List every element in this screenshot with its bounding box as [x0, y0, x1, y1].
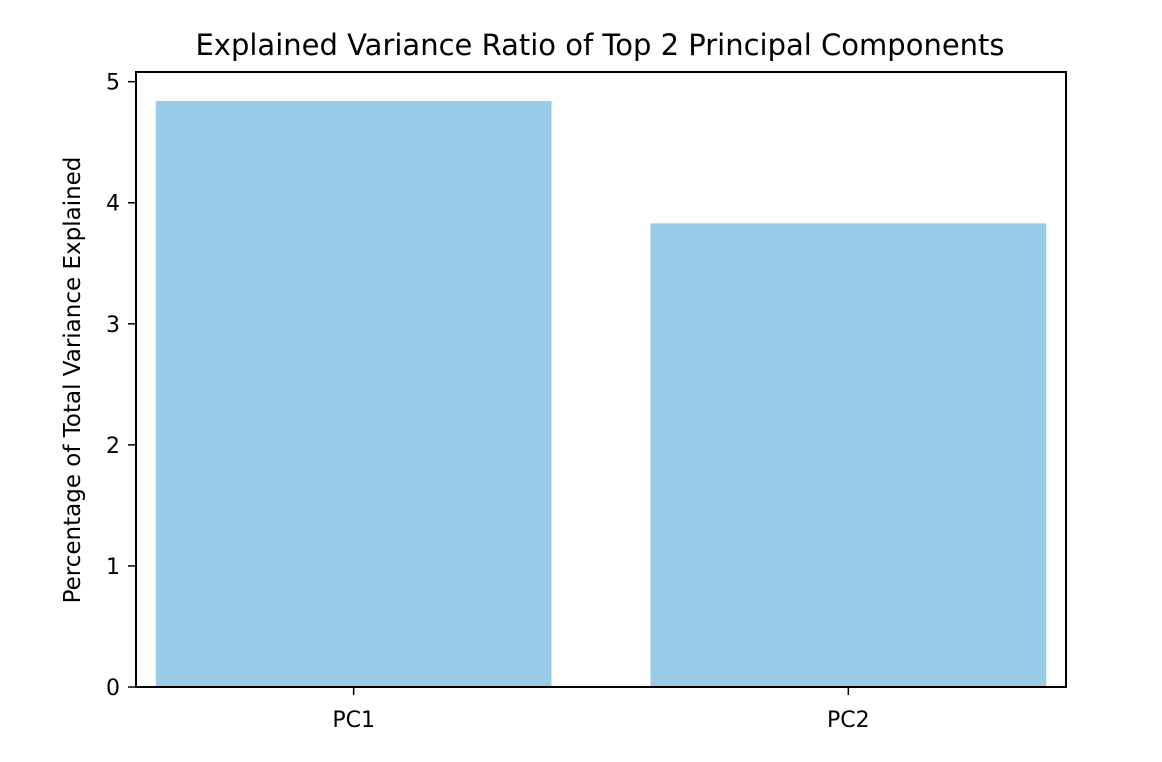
y-tick-label: 0 [106, 676, 120, 701]
y-tick-label: 2 [106, 434, 120, 459]
x-axis-ticks: PC1 PC2 [332, 687, 870, 733]
bar-pc2 [650, 223, 1047, 687]
y-tick-label: 5 [106, 71, 120, 96]
y-tick-label: 1 [106, 555, 120, 580]
y-tick-label: 4 [106, 192, 120, 217]
y-axis-ticks: 0 1 2 3 4 5 [106, 71, 136, 701]
x-tick-label: PC2 [827, 708, 870, 733]
y-tick-label: 3 [106, 313, 120, 338]
plot-frame [135, 71, 1067, 688]
bar-pc1 [155, 101, 552, 687]
chart-title: Explained Variance Ratio of Top 2 Princi… [195, 28, 1004, 62]
x-tick-label: PC1 [332, 708, 375, 733]
y-axis-label: Percentage of Total Variance Explained [60, 157, 86, 604]
bars-group [155, 101, 1047, 687]
